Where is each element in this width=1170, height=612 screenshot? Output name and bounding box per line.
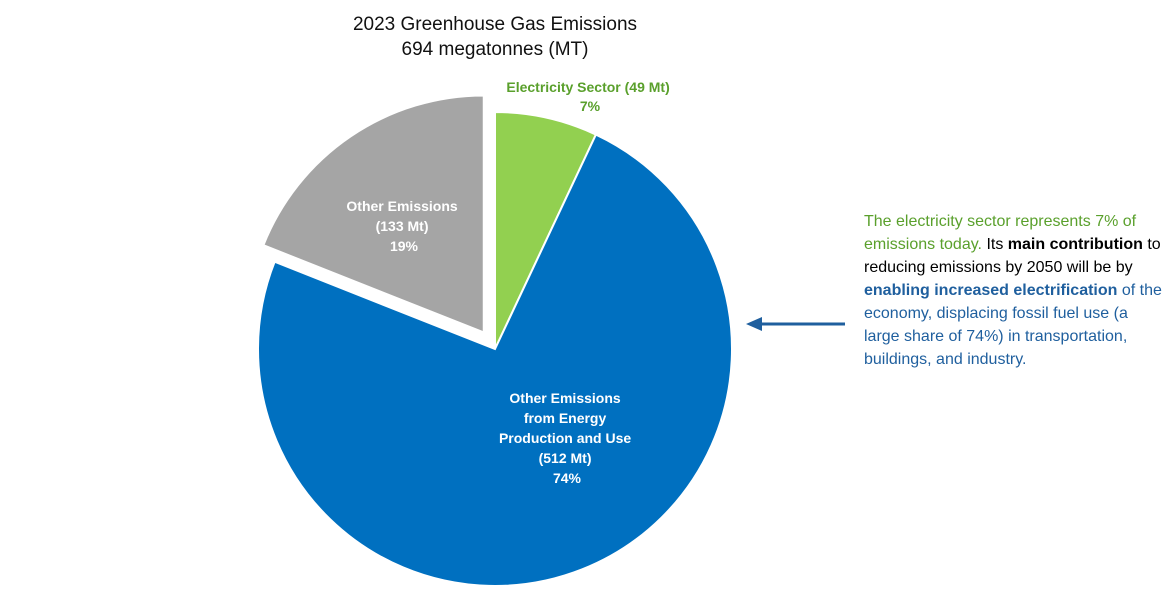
electricity-label-name: Electricity Sector (49 Mt): [506, 79, 669, 95]
chart-title: 2023 Greenhouse Gas Emissions: [352, 14, 638, 35]
energy-label-line-2: from Energy: [524, 410, 607, 426]
energy-label-line-3: Production and Use: [499, 430, 631, 446]
callout-black-text-2: to reducing emissions by 2050 will be by: [864, 236, 1161, 276]
callout-black-bold: main contribution: [1007, 236, 1143, 253]
arrow-head-icon: [746, 317, 762, 331]
callout-text: The electricity sector represents 7% of …: [864, 210, 1164, 371]
other-label: Other Emissions (133 Mt) 19%: [346, 198, 461, 254]
energy-label-percent: 74%: [553, 470, 582, 486]
callout-black-text-1: Its: [986, 236, 1008, 253]
pie-slice-energy: [257, 133, 733, 587]
energy-label: Other Emissions from Energy Production a…: [499, 390, 635, 486]
electricity-label-percent: 7%: [580, 98, 601, 114]
callout-green-text: The electricity sector represents 7% of …: [864, 213, 1137, 253]
callout-blue-text: of the economy, displacing fossil fuel u…: [864, 282, 1162, 368]
pie-slice-electricity: [494, 110, 598, 350]
other-label-line-1: Other Emissions: [346, 198, 457, 214]
other-label-line-2: (133 Mt): [376, 218, 429, 234]
callout-arrow: [746, 317, 845, 331]
electricity-label: Electricity Sector (49 Mt) 7%: [506, 79, 673, 114]
pie-slice-other: [262, 94, 485, 334]
other-label-percent: 19%: [390, 238, 419, 254]
energy-label-line-4: (512 Mt): [539, 450, 592, 466]
energy-label-line-1: Other Emissions: [509, 390, 620, 406]
chart-title-block: 2023 Greenhouse Gas Emissions 694 megato…: [295, 12, 695, 62]
callout-blue-bold: enabling increased electrification: [864, 282, 1118, 299]
chart-subtitle: 694 megatonnes (MT): [401, 39, 589, 60]
